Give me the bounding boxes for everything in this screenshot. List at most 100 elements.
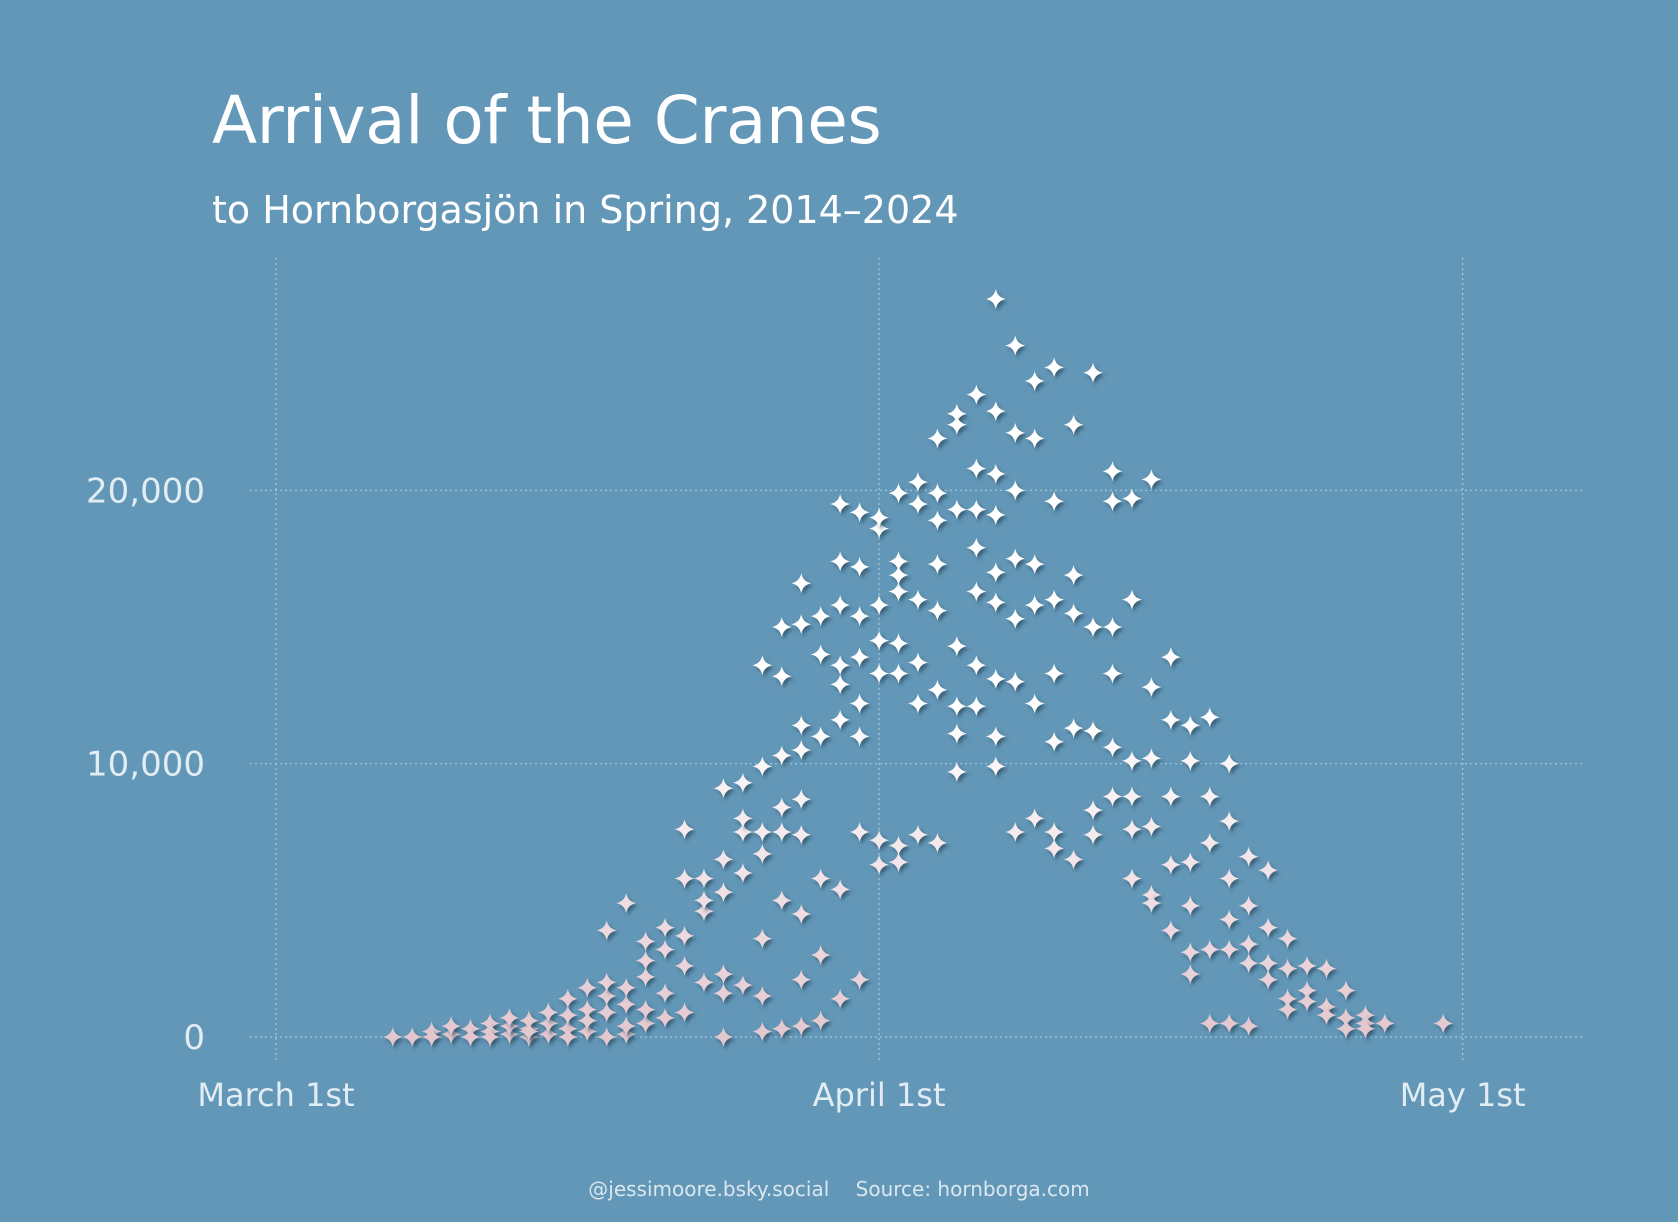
data-point-star: [1180, 715, 1201, 736]
data-point-star: [577, 1010, 598, 1031]
x-tick-label: April 1st: [813, 1076, 946, 1114]
data-point-star: [791, 969, 812, 990]
data-point-star: [985, 504, 1006, 525]
data-point-star: [655, 983, 676, 1004]
data-point-star: [946, 761, 967, 782]
data-point-star: [1199, 786, 1220, 807]
data-point-star: [1433, 1013, 1454, 1034]
data-point-star: [1102, 663, 1123, 684]
data-point-star: [1160, 920, 1181, 941]
data-point-star: [693, 868, 714, 889]
data-point-star: [907, 693, 928, 714]
data-point-star: [966, 537, 987, 558]
data-point-star: [1141, 748, 1162, 769]
data-point-star: [1005, 335, 1026, 356]
data-point-star: [1238, 953, 1259, 974]
data-point-star: [1199, 1013, 1220, 1034]
data-point-star: [985, 463, 1006, 484]
y-tick-label: 20,000: [86, 471, 205, 511]
data-point-star: [1044, 838, 1065, 859]
data-point-star: [810, 606, 831, 627]
data-point-star: [946, 414, 967, 435]
data-point-star: [791, 904, 812, 924]
data-point-star: [966, 384, 987, 405]
data-point-star: [1141, 469, 1162, 490]
data-point-star: [985, 592, 1006, 613]
data-point-star: [830, 551, 851, 572]
data-point-star: [1083, 824, 1104, 845]
data-point-star: [1102, 737, 1123, 758]
data-point-star: [830, 655, 851, 676]
data-point-star: [849, 822, 870, 842]
caption-author: @jessimoore.bsky.social: [588, 1177, 830, 1201]
data-point-star: [946, 636, 967, 657]
data-point-star: [635, 931, 656, 952]
x-tick-label: March 1st: [197, 1076, 354, 1114]
data-point-star: [538, 1002, 559, 1023]
data-point-star: [557, 1005, 578, 1026]
data-point-star: [1160, 709, 1181, 730]
data-point-star: [927, 554, 948, 575]
data-point-star: [1141, 893, 1162, 914]
data-point-star: [674, 819, 695, 840]
data-point-star: [1044, 357, 1065, 378]
data-point-star: [713, 1027, 734, 1047]
data-point-star: [888, 633, 909, 654]
data-point-star: [1219, 939, 1240, 960]
data-point-star: [849, 647, 870, 668]
data-point-star: [635, 966, 656, 987]
data-point-star: [1316, 1005, 1337, 1026]
data-point-star: [752, 843, 773, 864]
data-point-star: [849, 606, 870, 627]
data-point-star: [985, 562, 1006, 583]
data-point-star: [752, 822, 773, 842]
data-point-star: [927, 483, 948, 504]
data-point-star: [441, 1016, 462, 1037]
data-point-star: [1102, 617, 1123, 637]
data-point-star: [479, 1027, 500, 1047]
data-point-star: [985, 726, 1006, 747]
data-point-star: [1063, 849, 1084, 870]
data-point-star: [1316, 958, 1337, 979]
data-point-star: [1005, 422, 1026, 443]
data-point-star: [1160, 854, 1181, 875]
data-point-star: [1044, 663, 1065, 684]
data-point-star: [888, 483, 909, 504]
data-point-star: [1199, 832, 1220, 853]
data-point-star: [791, 715, 812, 736]
data-point-star: [1024, 554, 1045, 575]
data-point-star: [888, 663, 909, 684]
data-point-star: [791, 1016, 812, 1037]
data-point-star: [596, 972, 617, 993]
data-point-star: [1258, 969, 1279, 990]
data-point-star: [596, 1027, 617, 1047]
data-point-star: [655, 917, 676, 938]
data-point-star: [732, 772, 753, 793]
data-point-star: [1219, 909, 1240, 930]
data-point-star: [635, 999, 656, 1020]
data-point-star: [966, 655, 987, 676]
data-point-star: [946, 723, 967, 744]
data-point-star: [791, 824, 812, 845]
data-point-star: [849, 556, 870, 577]
data-point-star: [1044, 731, 1065, 752]
data-point-star: [577, 977, 598, 998]
data-point-star: [1160, 786, 1181, 807]
data-point-star: [1044, 589, 1065, 610]
data-point-star: [830, 988, 851, 1009]
chart-subtitle: to Hornborgasjön in Spring, 2014–2024: [212, 188, 959, 232]
data-point-star: [1238, 1016, 1259, 1037]
data-point-star: [460, 1027, 481, 1047]
x-tick-label: May 1st: [1400, 1076, 1526, 1114]
data-point-star: [927, 428, 948, 449]
data-point-star: [810, 868, 831, 889]
data-point-star: [1121, 750, 1142, 771]
data-point-star: [1277, 999, 1298, 1020]
data-point-star: [1180, 895, 1201, 916]
data-point-star: [1355, 1018, 1376, 1039]
data-point-star: [869, 830, 890, 851]
data-point-star: [966, 499, 987, 520]
data-point-star: [752, 928, 773, 949]
data-point-star: [732, 863, 753, 883]
